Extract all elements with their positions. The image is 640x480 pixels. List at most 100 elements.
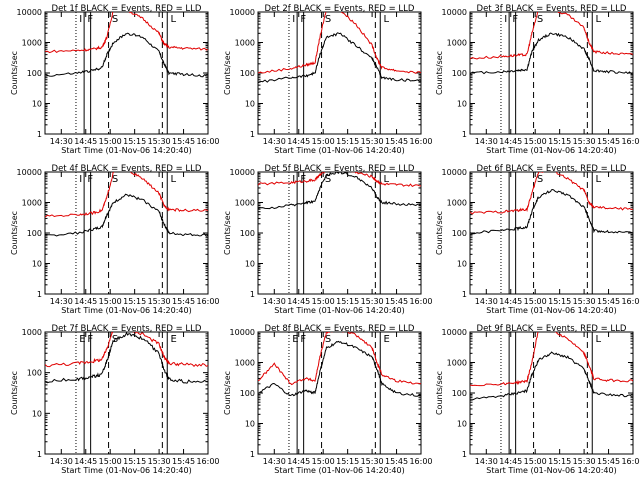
event-marker-label: E — [79, 334, 85, 345]
panel-title: Det 8f BLACK = Events, RED = LLD — [265, 324, 415, 334]
x-axis-label: Start Time (01-Nov-06 14:20:40) — [274, 306, 404, 315]
x-tick-label: 14:30 — [50, 137, 73, 146]
x-tick-label: 15:45 — [172, 137, 195, 146]
x-tick-label: 14:45 — [74, 297, 97, 306]
y-tick-label: 10000 — [17, 168, 42, 177]
event-marker-label: F — [300, 334, 306, 345]
event-marker-label: E — [171, 334, 177, 345]
x-tick-label: 16:00 — [621, 457, 640, 466]
y-tick-label: 10000 — [17, 8, 42, 17]
event-marker-label: S — [537, 14, 543, 25]
x-axis-label: Start Time (01-Nov-06 14:20:40) — [61, 146, 191, 155]
x-tick-label: 14:45 — [499, 137, 522, 146]
event-marker-label: F — [512, 14, 518, 25]
plot-frame — [257, 171, 422, 295]
series-line-events — [45, 32, 208, 78]
series-line-lld — [258, 12, 421, 74]
y-tick-label: 10000 — [230, 168, 255, 177]
y-tick-label: 1 — [37, 290, 42, 299]
event-marker-label: S — [112, 174, 118, 185]
x-tick-label: 15:30 — [148, 297, 171, 306]
y-tick-label: 1000 — [22, 199, 42, 208]
y-tick-label: 100 — [240, 389, 255, 398]
x-tick-label: 14:45 — [287, 297, 310, 306]
x-tick-label: 14:45 — [287, 457, 310, 466]
x-tick-label: 15:00 — [524, 137, 547, 146]
x-tick-label: 15:45 — [172, 457, 195, 466]
y-tick-label: 10000 — [442, 328, 467, 337]
panel-det-8: Det 8f BLACK = Events, RED = LLD 1 10 100 10… — [223, 324, 433, 475]
x-tick-label: 14:30 — [50, 457, 73, 466]
x-tick-label: 14:30 — [475, 137, 498, 146]
panel-det-4: Det 4f BLACK = Events, RED = LLD 1 10 100 10… — [10, 164, 220, 315]
x-tick-label: 15:15 — [548, 137, 571, 146]
y-tick-label: 10 — [245, 100, 255, 109]
y-tick-label: 1 — [250, 290, 255, 299]
y-tick-label: 10000 — [230, 328, 255, 337]
x-axis-label: Start Time (01-Nov-06 14:20:40) — [274, 466, 404, 475]
x-tick-label: 15:45 — [597, 297, 620, 306]
plot-frame — [257, 11, 422, 135]
y-tick-label: 1000 — [447, 39, 467, 48]
y-tick-label: 1 — [462, 130, 467, 139]
x-axis-label: Start Time (01-Nov-06 14:20:40) — [61, 306, 191, 315]
x-tick-label: 14:45 — [499, 297, 522, 306]
panel-det-7: Det 7f BLACK = Events, RED = LLD 1 10 100 10… — [10, 324, 220, 475]
event-marker-label: L — [171, 174, 177, 185]
x-tick-label: 15:00 — [312, 137, 335, 146]
x-axis-label: Start Time (01-Nov-06 14:20:40) — [486, 146, 616, 155]
series-line-lld — [45, 12, 208, 54]
y-tick-label: 100 — [452, 229, 467, 238]
x-axis-label: Start Time (01-Nov-06 14:20:40) — [486, 466, 616, 475]
panel-title: Det 3f BLACK = Events, RED = LLD — [477, 4, 627, 14]
x-tick-label: 15:45 — [597, 137, 620, 146]
x-tick-label: 16:00 — [196, 137, 219, 146]
y-tick-label: 1 — [250, 450, 255, 459]
y-tick-label: 10 — [32, 260, 42, 269]
x-tick-label: 15:45 — [385, 457, 408, 466]
x-tick-label: 16:00 — [409, 457, 432, 466]
event-marker-label: L — [384, 14, 390, 25]
series-line-lld — [470, 332, 633, 387]
event-marker-label: S — [112, 14, 118, 25]
panel-det-6: Det 6f BLACK = Events, RED = LLD 1 10 100 10… — [435, 164, 640, 315]
event-marker-label: L — [171, 14, 177, 25]
x-tick-label: 15:00 — [524, 457, 547, 466]
y-tick-label: 1 — [462, 290, 467, 299]
y-tick-label: 100 — [27, 369, 42, 378]
x-tick-label: 15:00 — [99, 297, 122, 306]
x-tick-label: 15:30 — [361, 297, 384, 306]
x-tick-label: 14:45 — [74, 457, 97, 466]
x-tick-label: 14:30 — [475, 457, 498, 466]
event-marker-label: F — [300, 14, 306, 25]
y-axis-label: Counts/sec — [10, 371, 19, 415]
series-line-events — [258, 340, 421, 397]
x-tick-label: 15:30 — [573, 457, 596, 466]
event-marker-label: I — [292, 14, 295, 25]
x-tick-label: 16:00 — [621, 137, 640, 146]
plot-frame — [44, 331, 209, 455]
x-tick-label: 15:15 — [336, 297, 359, 306]
x-tick-label: 15:30 — [573, 137, 596, 146]
x-axis-label: Start Time (01-Nov-06 14:20:40) — [486, 306, 616, 315]
x-tick-label: 14:30 — [475, 297, 498, 306]
x-tick-label: 15:45 — [385, 137, 408, 146]
panel-det-3: Det 3f BLACK = Events, RED = LLD 1 10 100 10… — [435, 4, 640, 155]
event-marker-label: L — [596, 334, 602, 345]
y-axis-label: Counts/sec — [223, 371, 232, 415]
y-tick-label: 10 — [457, 420, 467, 429]
x-tick-label: 15:15 — [336, 457, 359, 466]
x-tick-label: 15:30 — [148, 137, 171, 146]
event-marker-label: L — [384, 174, 390, 185]
event-marker-label: I — [292, 174, 295, 185]
y-axis-label: Counts/sec — [223, 211, 232, 255]
event-marker-label: I — [79, 14, 82, 25]
series-line-events — [45, 193, 208, 237]
y-tick-label: 100 — [452, 69, 467, 78]
y-tick-label: 100 — [27, 229, 42, 238]
y-tick-label: 1 — [250, 130, 255, 139]
series-line-events — [258, 32, 421, 84]
y-tick-label: 100 — [240, 69, 255, 78]
x-tick-label: 14:45 — [74, 137, 97, 146]
